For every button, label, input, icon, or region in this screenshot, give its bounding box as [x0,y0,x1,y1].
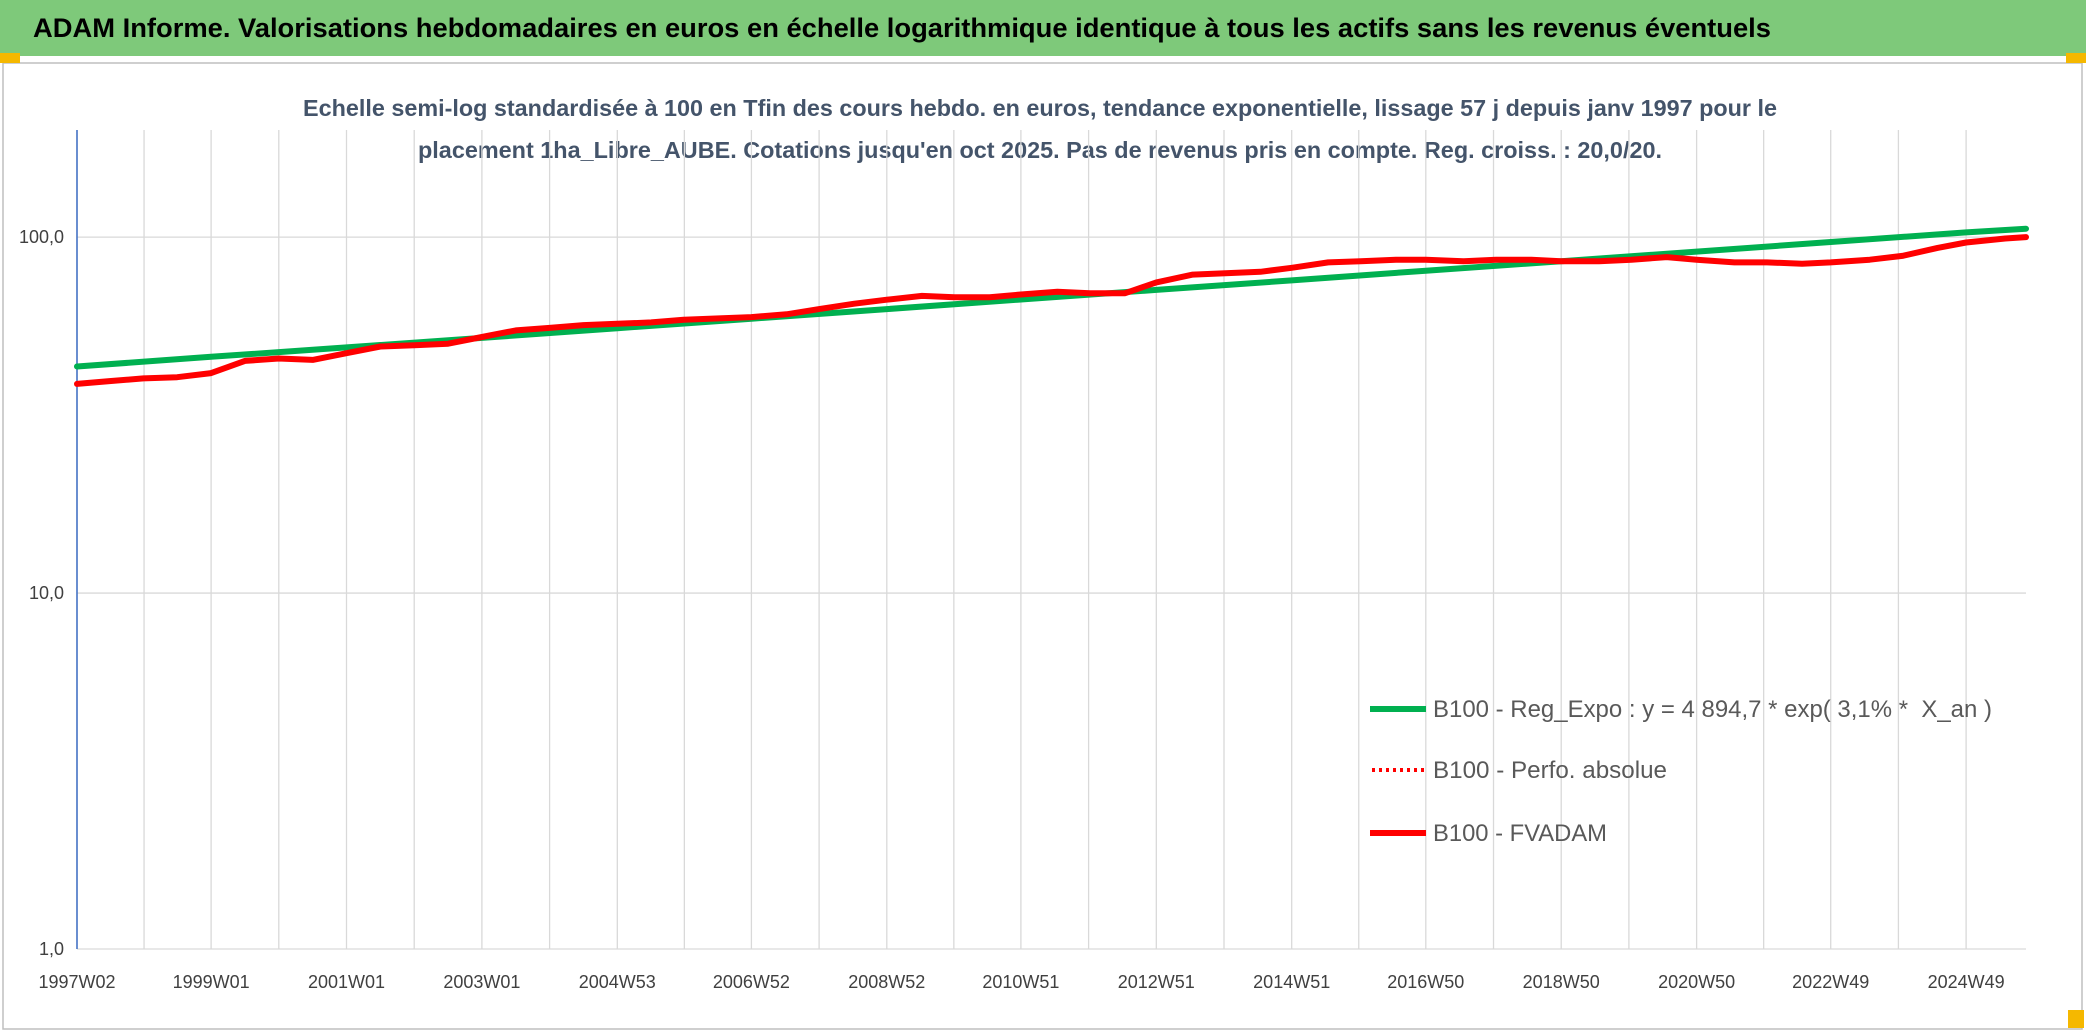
x-tick-label: 2004W53 [579,972,656,992]
x-tick-label: 2022W49 [1792,972,1869,992]
x-tick-label: 2016W50 [1387,972,1464,992]
report-header-bar: ADAM Informe. Valorisations hebdomadaire… [0,0,2086,56]
series-line-fvadam [74,234,2029,387]
legend: B100 - Reg_Expo : y = 4 894,7 * exp( 3,1… [1370,696,1992,847]
x-tick-label: 2006W52 [713,972,790,992]
legend-entry-fvadam: B100 - FVADAM [1370,820,1607,847]
x-tick-label: 2024W49 [1928,972,2005,992]
legend-label-reg-expo: B100 - Reg_Expo : y = 4 894,7 * exp( 3,1… [1433,696,1992,723]
x-tick-label: 2010W51 [982,972,1059,992]
y-tick-label: 1,0 [39,939,64,959]
x-tick-label: 2018W50 [1523,972,1600,992]
gridlines [77,130,2026,950]
series-lines [74,225,2029,387]
x-tick-label: 1999W01 [173,972,250,992]
x-tick-label: 2020W50 [1658,972,1735,992]
chart-frame [2,62,2083,1030]
x-tick-label: 2014W51 [1253,972,1330,992]
corner-marker-bottom-right [2068,1010,2084,1028]
report-title: ADAM Informe. Valorisations hebdomadaire… [33,13,1771,43]
legend-entry-reg-expo: B100 - Reg_Expo : y = 4 894,7 * exp( 3,1… [1370,696,1992,723]
y-tick-label: 10,0 [29,583,64,603]
chart-title-line-1: Echelle semi-log standardisée à 100 en T… [303,95,1777,121]
chart-title-line-2: placement 1ha_Libre_AUBE. Cotations jusq… [418,137,1662,163]
x-tick-label: 2008W52 [848,972,925,992]
x-tick-label: 1997W02 [38,972,115,992]
corner-marker-top-right [2066,53,2086,63]
report-header-text-canvas: ADAM Informe. Valorisations hebdomadaire… [33,13,1771,43]
corner-marker-top-left [0,53,20,63]
legend-label-fvadam: B100 - FVADAM [1433,820,1607,847]
x-tick-label: 2012W51 [1118,972,1195,992]
y-tick-label: 100,0 [19,227,64,247]
x-tick-label: 2003W01 [443,972,520,992]
x-tick-label: 2001W01 [308,972,385,992]
tick-labels: 100,0 10,0 1,0 1997W02 1999W01 2001W01 2003W01… [19,227,2005,992]
legend-label-perfo-absolue: B100 - Perfo. absolue [1433,757,1667,784]
legend-entry-perfo-absolue: B100 - Perfo. absolue [1372,757,1667,784]
